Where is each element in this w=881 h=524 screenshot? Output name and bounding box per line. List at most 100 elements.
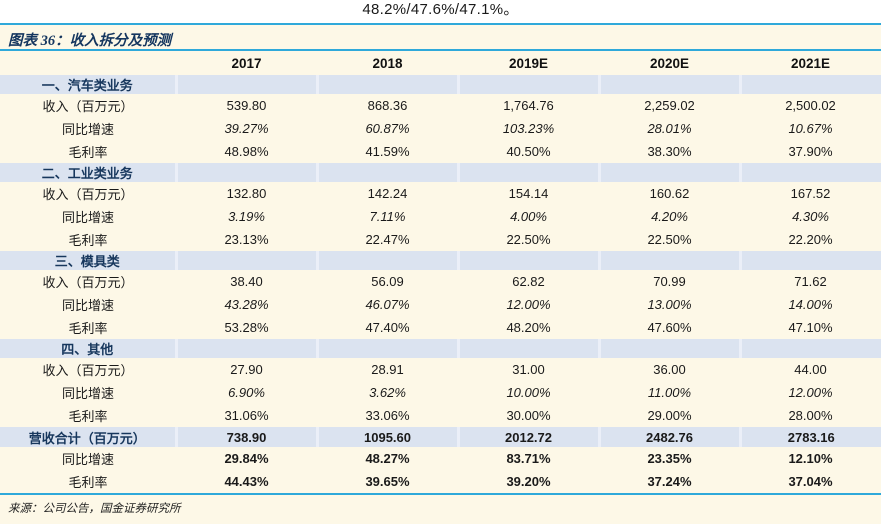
table-row: 收入（百万元） 132.80 142.24 154.14 160.62 167.… xyxy=(0,182,881,205)
cell: 14.00% xyxy=(788,297,833,312)
cell: 23.13% xyxy=(224,232,269,247)
figure-top-rule xyxy=(0,23,881,25)
total-row: 营收合计（百万元） 738.90 1095.60 2012.72 2482.76… xyxy=(0,427,881,447)
column-header-2018: 2018 xyxy=(372,55,403,71)
cell: 48.20% xyxy=(506,320,551,335)
cell: 1,764.76 xyxy=(503,98,554,113)
section-header-row: 一、汽车类业务 xyxy=(0,75,881,94)
cell: 53.28% xyxy=(224,320,269,335)
cell: 4.20% xyxy=(651,209,688,224)
section-header-cell xyxy=(597,251,740,270)
cell: 27.90 xyxy=(230,362,263,377)
section-header-cell xyxy=(738,75,881,94)
column-header-2021e: 2021E xyxy=(790,55,831,71)
cell: 2783.16 xyxy=(738,427,881,447)
cell: 71.62 xyxy=(794,274,827,289)
row-label: 同比增速 xyxy=(61,210,114,225)
cell: 33.06% xyxy=(365,408,410,423)
cell: 2,500.02 xyxy=(785,98,836,113)
section-header-cell xyxy=(174,75,317,94)
cell: 132.80 xyxy=(226,186,267,201)
cell: 10.67% xyxy=(788,121,833,136)
cell: 37.90% xyxy=(788,144,833,159)
cell: 38.30% xyxy=(647,144,692,159)
cell: 738.90 xyxy=(174,427,317,447)
section-header-cell xyxy=(456,75,599,94)
cell: 44.43% xyxy=(224,474,269,489)
row-label: 同比增速 xyxy=(61,122,114,137)
cell: 868.36 xyxy=(367,98,408,113)
row-label: 收入（百万元） xyxy=(42,275,134,290)
cell: 12.00% xyxy=(506,297,551,312)
row-label: 同比增速 xyxy=(61,298,114,313)
cell: 47.10% xyxy=(788,320,833,335)
cell: 11.00% xyxy=(647,385,692,400)
section-header-row: 二、工业类业务 xyxy=(0,163,881,182)
cell: 56.09 xyxy=(371,274,404,289)
cell: 22.20% xyxy=(788,232,833,247)
section-title: 一、汽车类业务 xyxy=(0,75,176,94)
table-row: 毛利率 53.28% 47.40% 48.20% 47.60% 47.10% xyxy=(0,316,881,339)
section-title: 三、模具类 xyxy=(0,251,176,270)
cell: 2,259.02 xyxy=(644,98,695,113)
table-row: 收入（百万元） 539.80 868.36 1,764.76 2,259.02 … xyxy=(0,94,881,117)
table-row: 同比增速 6.90% 3.62% 10.00% 11.00% 12.00% xyxy=(0,381,881,404)
section-header-cell xyxy=(738,339,881,358)
cell: 4.30% xyxy=(792,209,829,224)
cell: 13.00% xyxy=(647,297,692,312)
cell: 22.50% xyxy=(647,232,692,247)
cell: 3.19% xyxy=(228,209,265,224)
table-row: 同比增速 39.27% 60.87% 103.23% 28.01% 10.67% xyxy=(0,117,881,140)
cell: 10.00% xyxy=(506,385,551,400)
section-header-cell xyxy=(597,75,740,94)
cell: 539.80 xyxy=(226,98,267,113)
section-header-cell xyxy=(315,339,458,358)
table-row: 毛利率 48.98% 41.59% 40.50% 38.30% 37.90% xyxy=(0,140,881,163)
row-label: 毛利率 xyxy=(68,475,108,490)
cell: 39.20% xyxy=(506,474,551,489)
section-title: 二、工业类业务 xyxy=(0,163,176,182)
cell: 40.50% xyxy=(506,144,551,159)
cell: 31.06% xyxy=(224,408,269,423)
row-label: 同比增速 xyxy=(61,452,114,467)
figure-title: 图表 36：收入拆分及预测 xyxy=(8,33,172,49)
section-header-cell xyxy=(597,163,740,182)
section-header-cell xyxy=(174,163,317,182)
section-header-cell xyxy=(456,163,599,182)
cell: 48.27% xyxy=(365,451,410,466)
cell: 30.00% xyxy=(506,408,551,423)
cell: 46.07% xyxy=(365,297,410,312)
section-header-cell xyxy=(315,163,458,182)
cell: 154.14 xyxy=(508,186,549,201)
section-header-row: 四、其他 xyxy=(0,339,881,358)
cell: 47.60% xyxy=(647,320,692,335)
cell: 22.47% xyxy=(365,232,410,247)
table-row: 毛利率 31.06% 33.06% 30.00% 29.00% 28.00% xyxy=(0,404,881,427)
row-label: 同比增速 xyxy=(61,386,114,401)
cell: 3.62% xyxy=(369,385,406,400)
cell: 28.91 xyxy=(371,362,404,377)
cell: 29.00% xyxy=(647,408,692,423)
cell: 47.40% xyxy=(365,320,410,335)
row-label: 毛利率 xyxy=(68,321,108,336)
cell: 31.00 xyxy=(512,362,545,377)
cell: 12.10% xyxy=(788,451,833,466)
column-header-2020e: 2020E xyxy=(649,55,690,71)
row-label: 收入（百万元） xyxy=(42,99,134,114)
table-bottom-rule xyxy=(0,493,881,495)
section-header-cell xyxy=(174,251,317,270)
table-row: 同比增速 3.19% 7.11% 4.00% 4.20% 4.30% xyxy=(0,205,881,228)
cell: 39.27% xyxy=(224,121,269,136)
cell: 142.24 xyxy=(367,186,408,201)
table-row: 同比增速 43.28% 46.07% 12.00% 13.00% 14.00% xyxy=(0,293,881,316)
cell: 7.11% xyxy=(369,209,406,224)
total-label: 营收合计（百万元） xyxy=(0,427,176,447)
section-header-cell xyxy=(174,339,317,358)
cell: 62.82 xyxy=(512,274,545,289)
section-header-cell xyxy=(315,75,458,94)
body-text-area: 48.2%/47.6%/47.1%。 xyxy=(0,0,881,23)
table-row: 收入（百万元） 27.90 28.91 31.00 36.00 44.00 xyxy=(0,358,881,381)
cell: 48.98% xyxy=(224,144,269,159)
table-top-rule xyxy=(0,49,881,51)
cell: 22.50% xyxy=(506,232,551,247)
